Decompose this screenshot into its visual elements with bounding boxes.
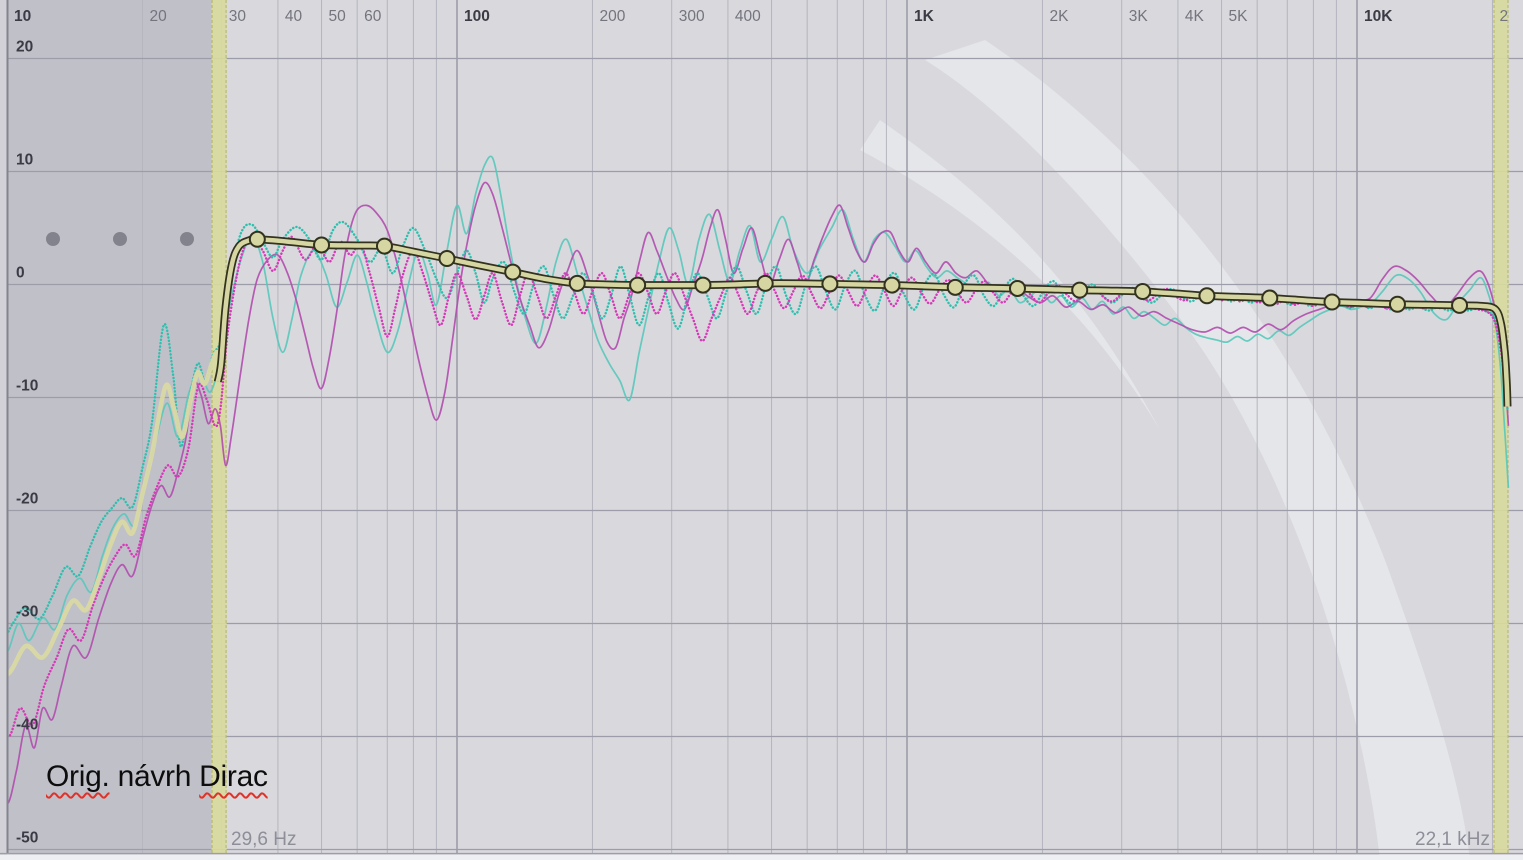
freq-tick-label: 4K bbox=[1185, 8, 1205, 25]
freq-tick-label: 300 bbox=[679, 8, 705, 25]
target-control-point[interactable] bbox=[1134, 283, 1152, 301]
target-control-point[interactable] bbox=[883, 276, 901, 294]
caption-text: Orig. návrh Dirac bbox=[46, 760, 268, 794]
target-control-point[interactable] bbox=[1071, 281, 1089, 299]
curtain-handle-dot[interactable] bbox=[113, 232, 127, 246]
freq-tick-label: 30 bbox=[229, 8, 247, 25]
caption-word-orig: Orig. bbox=[46, 760, 110, 793]
freq-tick-label: 10K bbox=[1364, 8, 1393, 25]
target-control-point[interactable] bbox=[1261, 289, 1279, 307]
watermark-swoosh-echo bbox=[860, 120, 1160, 430]
db-tick-label: 0 bbox=[16, 265, 25, 282]
target-control-point[interactable] bbox=[1198, 287, 1216, 305]
freq-tick-label: 400 bbox=[735, 8, 761, 25]
low-curtain-handle[interactable] bbox=[211, 0, 227, 854]
freq-tick-label: 50 bbox=[329, 8, 347, 25]
db-tick-label: -20 bbox=[16, 491, 38, 508]
db-tick-label: -40 bbox=[16, 717, 38, 734]
freq-tick-label: 2K bbox=[1049, 8, 1069, 25]
freq-tick-label: 10 bbox=[14, 8, 31, 25]
freq-tick-label: 40 bbox=[285, 8, 303, 25]
high-curtain-handle[interactable] bbox=[1493, 0, 1509, 854]
low-cutoff-readout: 29,6 Hz bbox=[231, 829, 297, 850]
series-measurement-magenta-solid bbox=[0, 181, 1510, 806]
high-cutoff-readout: 22,1 kHz bbox=[1415, 829, 1490, 850]
target-control-point[interactable] bbox=[1008, 279, 1026, 297]
target-control-point[interactable] bbox=[629, 276, 647, 294]
target-control-point[interactable] bbox=[1388, 295, 1406, 313]
db-tick-label: 20 bbox=[16, 39, 33, 56]
target-control-point[interactable] bbox=[504, 263, 522, 281]
series-target-below-cutoff bbox=[0, 350, 223, 678]
freq-tick-label: 200 bbox=[599, 8, 625, 25]
freq-tick-label: 60 bbox=[364, 8, 382, 25]
freq-tick-label: 100 bbox=[464, 8, 490, 25]
target-control-point[interactable] bbox=[821, 275, 839, 293]
caption-word-navrh: návrh bbox=[117, 760, 192, 793]
target-control-point[interactable] bbox=[1323, 293, 1341, 311]
target-control-point[interactable] bbox=[313, 236, 331, 254]
freq-tick-label: 2 bbox=[1499, 8, 1508, 25]
series-measurement-teal-dotted bbox=[0, 220, 1509, 647]
target-control-point[interactable] bbox=[694, 276, 712, 294]
db-tick-label: -50 bbox=[16, 830, 38, 847]
series-measurement-magenta-dotted bbox=[0, 235, 1508, 738]
db-tick-label: -30 bbox=[16, 604, 38, 621]
db-tick-label: 10 bbox=[16, 152, 33, 169]
db-tick-label: -10 bbox=[16, 378, 38, 395]
freq-tick-label: 5K bbox=[1229, 8, 1249, 25]
caption-word-dirac: Dirac bbox=[199, 760, 268, 793]
target-control-point[interactable] bbox=[946, 278, 964, 296]
target-control-point[interactable] bbox=[1451, 296, 1469, 314]
curtain-handle-dot[interactable] bbox=[46, 232, 60, 246]
bottom-strip bbox=[0, 855, 1523, 860]
target-control-point[interactable] bbox=[438, 250, 456, 268]
curtain-handle-dot[interactable] bbox=[180, 232, 194, 246]
left-gutter bbox=[0, 0, 7, 860]
target-control-point[interactable] bbox=[375, 237, 393, 255]
watermark-swoosh bbox=[925, 40, 1470, 860]
freq-tick-label: 20 bbox=[149, 8, 167, 25]
freq-tick-label: 1K bbox=[914, 8, 935, 25]
target-curve bbox=[215, 236, 1510, 407]
target-control-point[interactable] bbox=[568, 274, 586, 292]
target-control-point[interactable] bbox=[756, 274, 774, 292]
freq-tick-label: 3K bbox=[1129, 8, 1149, 25]
target-control-point[interactable] bbox=[248, 230, 266, 248]
